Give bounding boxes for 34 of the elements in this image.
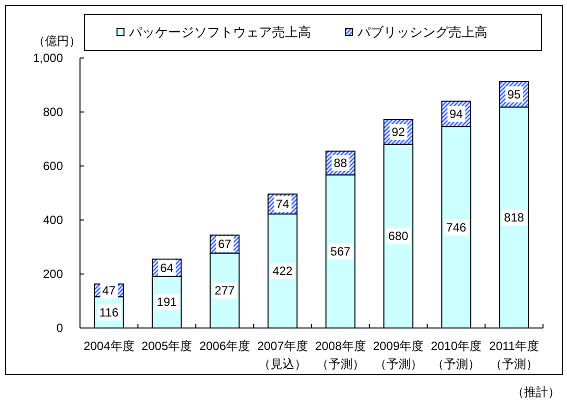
data-label: 818 xyxy=(504,210,524,225)
data-label: 680 xyxy=(388,229,409,244)
y-tick-label: 1,000 xyxy=(32,51,64,65)
x-tick-label: 2007年度（見込） xyxy=(257,339,308,371)
data-label: 67 xyxy=(218,237,232,252)
x-tick-label: 2009年度（予測） xyxy=(372,339,424,371)
y-tick-label: 0 xyxy=(56,321,64,335)
x-tick-label: 2005年度 xyxy=(141,339,192,353)
data-label: 422 xyxy=(272,264,293,278)
x-tick-label: 2011年度（予測） xyxy=(489,339,539,371)
legend-label: パブリッシング売上高 xyxy=(356,24,488,40)
y-tick-label: 400 xyxy=(42,213,64,227)
data-label: 92 xyxy=(392,124,406,139)
data-label: 116 xyxy=(99,305,119,320)
text: （推計） xyxy=(512,385,560,399)
y-tick-label: 800 xyxy=(42,105,64,119)
data-label: 746 xyxy=(446,220,467,234)
x-tick-label: 2010年度（予測） xyxy=(430,339,482,371)
y-tick-label: 200 xyxy=(42,267,64,281)
x-tick-label: 2004年度 xyxy=(84,339,134,353)
y-axis-title: （億円） xyxy=(33,34,81,48)
legend-label: パッケージソフトウェア売上高 xyxy=(128,24,311,40)
data-label: 567 xyxy=(330,244,351,258)
data-label: 277 xyxy=(214,284,236,298)
data-label: 64 xyxy=(160,260,174,275)
data-label: 95 xyxy=(507,87,522,102)
data-label: 88 xyxy=(334,156,348,170)
data-label: 94 xyxy=(450,106,464,121)
data-label: 47 xyxy=(102,283,116,298)
x-tick-label: 2008年度（予測） xyxy=(315,339,366,371)
y-tick-label: 600 xyxy=(42,159,64,173)
data-label: 74 xyxy=(276,197,290,212)
data-label: 191 xyxy=(156,295,178,310)
x-tick-label: 2006年度 xyxy=(199,339,250,353)
